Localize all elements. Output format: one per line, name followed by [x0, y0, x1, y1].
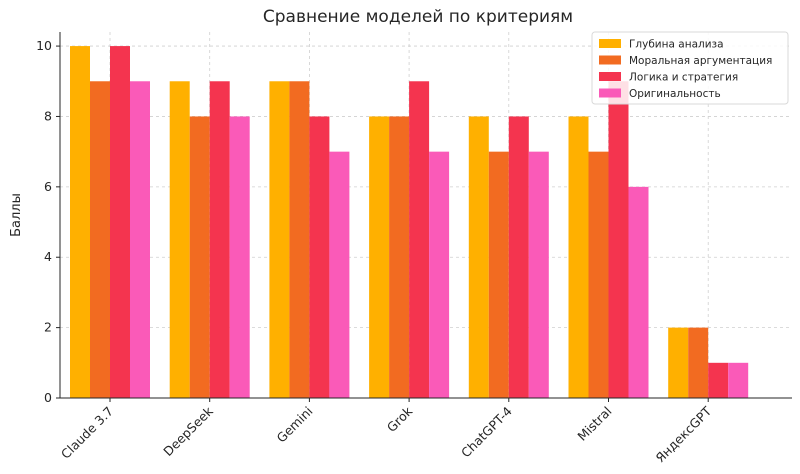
bar	[468, 116, 489, 398]
bar	[528, 151, 549, 398]
legend-box	[591, 31, 789, 105]
bar	[508, 116, 529, 398]
y-ticks: 0 2 4 6 8 10	[36, 38, 60, 405]
x-tick-label: ChatGPT-4	[458, 403, 515, 460]
x-tick-label: DeepSeek	[160, 403, 216, 459]
bar	[209, 81, 230, 399]
legend-label: Глубина анализа	[629, 39, 724, 51]
bar	[708, 362, 729, 398]
bar	[409, 81, 430, 399]
bar	[588, 151, 609, 398]
bar	[429, 151, 450, 398]
bar	[269, 81, 290, 399]
x-tick-label: Grok	[384, 403, 416, 435]
legend-swatch	[599, 72, 621, 81]
bar	[369, 116, 390, 398]
chart-title: Сравнение моделей по критериям	[263, 7, 573, 27]
bar	[70, 46, 90, 398]
legend: Глубина анализа Моральная аргументация Лог…	[591, 31, 789, 105]
bars	[70, 46, 749, 399]
legend-label: Логика и стратегия	[629, 72, 738, 84]
bar	[130, 81, 150, 399]
legend-swatch	[599, 55, 621, 65]
x-tick-label: Claude 3.7	[58, 404, 116, 462]
x-ticks: Claude 3.7 DeepSeek Gemini Grok ChatGPT-4 Mis…	[58, 398, 715, 465]
x-tick-label: Mistral	[574, 404, 614, 444]
bar	[668, 327, 689, 398]
bar	[608, 81, 629, 399]
bar	[189, 116, 210, 398]
bar	[169, 81, 190, 399]
bar	[289, 81, 310, 399]
y-tick-label: 10	[36, 38, 52, 53]
bar	[110, 46, 130, 398]
legend-label: Моральная аргументация	[629, 55, 772, 67]
x-tick-label: Gemini	[274, 404, 316, 446]
legend-swatch	[599, 39, 621, 48]
y-tick-label: 0	[44, 390, 52, 405]
legend-label: Оригинальность	[629, 88, 721, 100]
y-tick-label: 6	[44, 179, 52, 194]
y-axis-label: Баллы	[9, 193, 24, 237]
bar	[389, 116, 410, 398]
axes	[59, 32, 792, 399]
bar	[488, 151, 509, 398]
y-tick-label: 4	[44, 249, 52, 264]
bar	[728, 362, 749, 398]
y-tick-label: 8	[44, 108, 52, 123]
bar	[229, 116, 250, 398]
bar	[688, 327, 709, 398]
legend-swatch	[599, 88, 621, 98]
bar	[90, 81, 110, 399]
bar	[309, 116, 330, 398]
bar	[568, 116, 589, 398]
y-tick-label: 2	[44, 320, 52, 335]
bar	[329, 151, 350, 398]
bar	[628, 186, 649, 398]
x-tick-label: ЯндексGPT	[652, 403, 714, 465]
